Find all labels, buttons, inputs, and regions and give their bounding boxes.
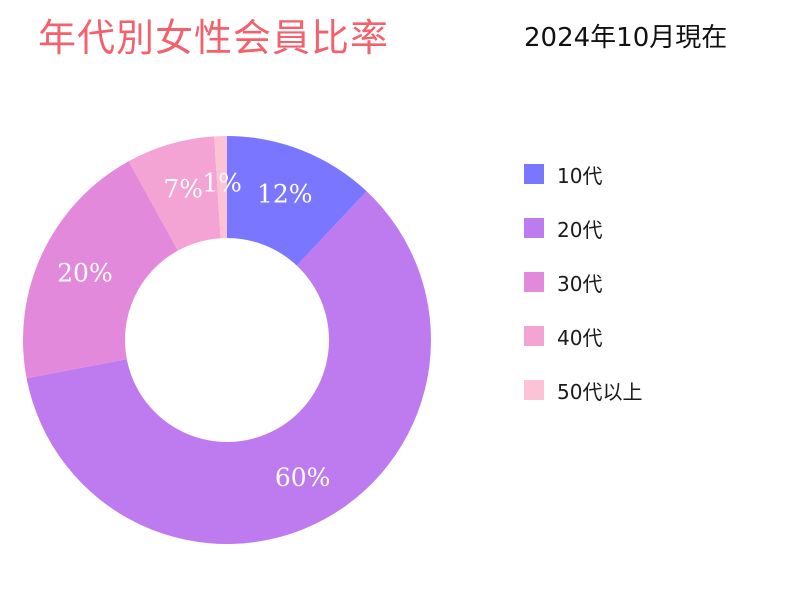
- as-of-date: 2024年10月現在: [524, 23, 728, 53]
- legend-label: 30代: [557, 271, 603, 296]
- slice-30代: [22, 161, 178, 379]
- slice-label-20代: 60%: [275, 463, 331, 492]
- legend-swatch: [524, 326, 544, 346]
- legend-swatch: [524, 218, 544, 238]
- legend-label: 50代以上: [557, 379, 643, 404]
- legend-item-20代: 20代: [524, 214, 642, 242]
- slice-label-40代: 7%: [163, 175, 203, 204]
- donut-chart: 12% 60% 20% 7% 1%: [22, 136, 432, 544]
- legend-label: 40代: [557, 325, 603, 350]
- slice-20代: [26, 191, 432, 544]
- legend: 10代 20代 30代 40代 50代以上: [524, 160, 642, 430]
- legend-label: 10代: [557, 163, 603, 188]
- slice-label-30代: 20%: [57, 259, 113, 288]
- chart-title: 年代別女性会員比率: [38, 16, 390, 60]
- legend-item-50代以上: 50代以上: [524, 376, 642, 404]
- legend-item-40代: 40代: [524, 322, 642, 350]
- legend-swatch: [524, 164, 544, 184]
- slice-50代以上: [214, 136, 227, 239]
- slice-label-10代: 12%: [257, 180, 313, 209]
- legend-swatch: [524, 380, 544, 400]
- slice-10代: [227, 136, 367, 266]
- slice-labels: 12% 60% 20% 7% 1%: [57, 169, 330, 493]
- legend-item-10代: 10代: [524, 160, 642, 188]
- legend-label: 20代: [557, 217, 603, 242]
- slice-label-50代以上: 1%: [202, 169, 242, 198]
- legend-swatch: [524, 272, 544, 292]
- slice-40代: [128, 136, 221, 251]
- donut-slices: [22, 136, 432, 544]
- legend-item-30代: 30代: [524, 268, 642, 296]
